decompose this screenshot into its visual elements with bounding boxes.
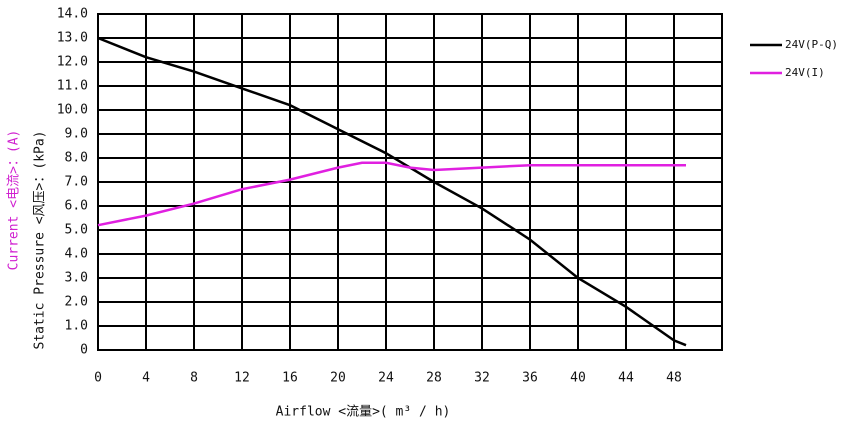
legend-label: 24V(P-Q) <box>785 38 838 51</box>
x-tick-label: 0 <box>94 371 102 386</box>
y-tick-label: 1.0 <box>65 319 88 334</box>
y-tick-label: 10.0 <box>57 103 88 118</box>
y-tick-label: 3.0 <box>65 271 88 286</box>
y-tick-label: 0 <box>80 343 88 358</box>
y-axis-label: Static Pressure <风压>：(kPa) <box>33 130 48 349</box>
y-tick-label: 4.0 <box>65 247 88 262</box>
x-tick-label: 36 <box>522 371 538 386</box>
y-tick-label: 14.0 <box>57 7 88 22</box>
x-tick-label: 32 <box>474 371 490 386</box>
y-tick-label: 12.0 <box>57 55 88 70</box>
x-tick-label: 12 <box>234 371 250 386</box>
y-tick-label: 13.0 <box>57 31 88 46</box>
x-tick-label: 16 <box>282 371 298 386</box>
y-tick-label: 2.0 <box>65 295 88 310</box>
series-line <box>97 36 687 347</box>
x-tick-label: 44 <box>618 371 634 386</box>
series-line <box>97 161 686 227</box>
x-tick-label: 8 <box>190 371 198 386</box>
x-tick-label: 40 <box>570 371 586 386</box>
y-tick-label: 11.0 <box>57 79 88 94</box>
y2-axis-label: Current <电流>：(A) <box>7 130 22 271</box>
x-tick-label: 24 <box>378 371 394 386</box>
y-tick-label: 7.0 <box>65 175 88 190</box>
x-tick-label: 20 <box>330 371 346 386</box>
legend-label: 24V(I) <box>785 66 825 79</box>
y-tick-label: 8.0 <box>65 151 88 166</box>
y-tick-label: 5.0 <box>65 223 88 238</box>
x-tick-label: 28 <box>426 371 442 386</box>
x-axis-label: Airflow <流量>( m³ / h) <box>276 405 451 420</box>
y-tick-label: 9.0 <box>65 127 88 142</box>
x-tick-label: 48 <box>666 371 682 386</box>
x-tick-label: 4 <box>142 371 150 386</box>
y-tick-label: 6.0 <box>65 199 88 214</box>
